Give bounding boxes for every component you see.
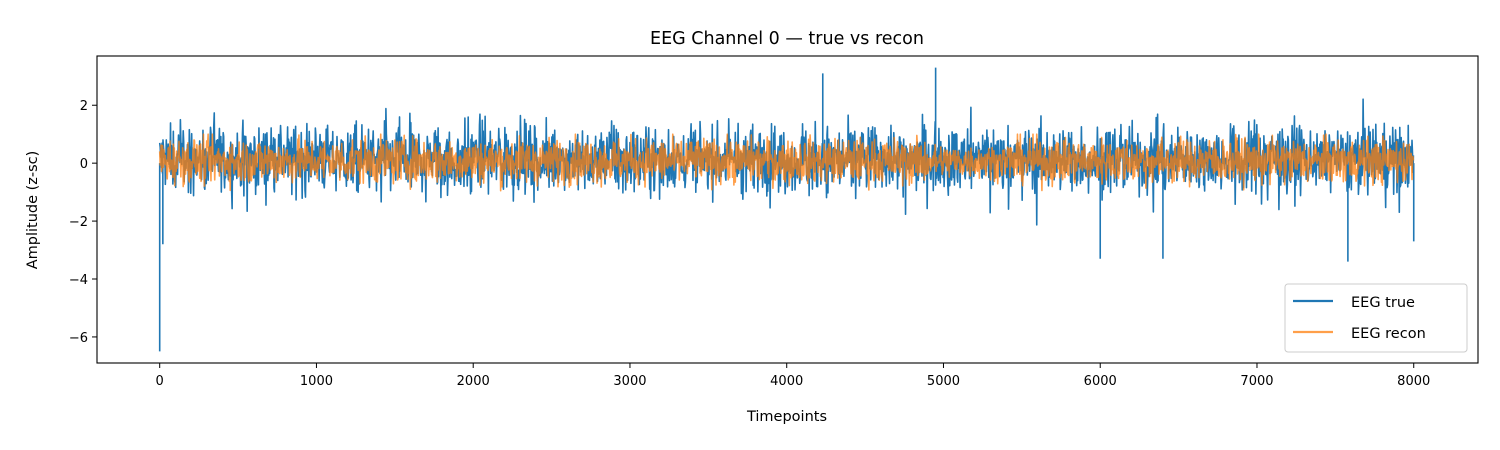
line-eeg-recon [158,133,1415,192]
line-eeg-true [158,67,1415,352]
plot-frame [96,55,1479,364]
x-axis: 0 1000 2000 3000 4000 5000 6000 7000 8000 [156,363,1430,389]
x-tick-label: 4000 [770,374,803,389]
x-tick-label: 1000 [300,374,333,389]
y-axis: 2 0 −2 −4 −6 [69,99,97,346]
legend: EEG true EEG recon [1284,283,1468,353]
series-eeg-recon [158,133,1415,192]
x-tick-label: 5000 [927,374,960,389]
y-axis-label: Amplitude (z-sc) [25,151,41,270]
chart-title: EEG Channel 0 — true vs recon [650,29,924,49]
x-axis-label: Timepoints [746,409,827,425]
x-tick-label: 7000 [1240,374,1273,389]
legend-label-eeg-true: EEG true [1351,295,1415,311]
x-tick-label: 2000 [457,374,490,389]
x-tick-label: 0 [156,374,164,389]
x-tick-label: 8000 [1397,374,1430,389]
legend-label-eeg-recon: EEG recon [1351,326,1426,342]
y-tick-label: 2 [80,99,88,114]
y-tick-label: −6 [69,331,88,346]
y-tick-label: −4 [69,273,88,288]
x-tick-label: 6000 [1084,374,1117,389]
plot-area [158,67,1415,352]
series-eeg-true [158,67,1415,352]
y-tick-label: −2 [69,215,88,230]
y-tick-label: 0 [80,157,88,172]
x-tick-label: 3000 [613,374,646,389]
